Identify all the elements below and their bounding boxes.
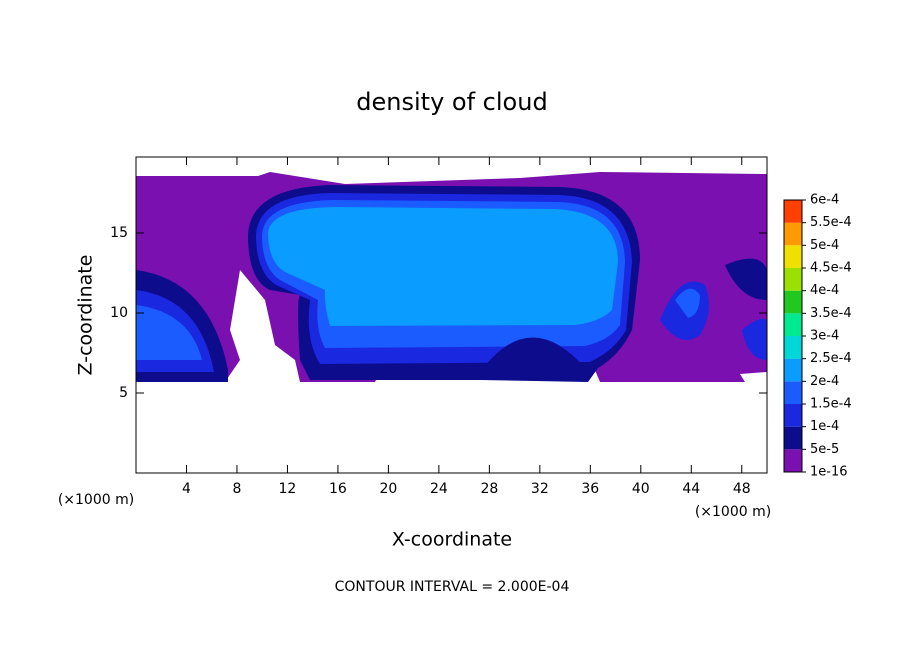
colorbar-bin — [784, 404, 802, 427]
x-tick-label: 12 — [279, 481, 297, 497]
colorbar-bin — [784, 290, 802, 314]
x-tick-label: 8 — [232, 481, 241, 497]
x-tick-label: 48 — [733, 481, 751, 497]
colorbar-label: 5e-4 — [810, 238, 839, 253]
colorbar-label: 1e-16 — [810, 465, 848, 480]
colorbar-label: 3.5e-4 — [810, 306, 852, 321]
colorbar-bin — [784, 426, 802, 450]
x-tick-label: 36 — [581, 481, 599, 497]
colorbar-bin — [784, 200, 802, 223]
y-axis-label: Z-coordinate — [75, 255, 97, 376]
contour-region — [268, 207, 618, 326]
colorbar-label: 4e-4 — [810, 283, 839, 298]
x-tick-label: 44 — [682, 481, 700, 497]
x-unit-label: (×1000 m) — [58, 492, 134, 508]
colorbar-label: 1e-4 — [810, 419, 839, 434]
colorbar-bin — [784, 268, 802, 291]
colorbar-bin — [784, 381, 802, 404]
x-tick-label: 16 — [329, 481, 347, 497]
x-tick-label: 40 — [632, 481, 650, 497]
x-tick-label: 20 — [379, 481, 397, 497]
colorbar-label: 5e-5 — [810, 442, 839, 457]
y-tick-label: 10 — [110, 305, 128, 321]
colorbar-label: 1.5e-4 — [810, 397, 852, 412]
x-tick-label: 4 — [182, 481, 191, 497]
colorbar-bin — [784, 313, 802, 336]
colorbar-bin — [784, 222, 802, 246]
colorbar-label: 3e-4 — [810, 329, 839, 344]
x-unit-label: (×1000 m) — [695, 504, 771, 520]
colorbar-bin — [784, 358, 802, 382]
colorbar-label: 2e-4 — [810, 374, 839, 389]
x-tick-label: 24 — [430, 481, 448, 497]
colorbar-bin — [784, 245, 802, 268]
colorbar-label: 5.5e-4 — [810, 215, 852, 230]
chart-title: density of cloud — [356, 88, 547, 116]
y-tick-label: 15 — [110, 225, 128, 241]
colorbar-label: 6e-4 — [810, 193, 839, 208]
contour-region — [742, 318, 767, 360]
contour-field — [136, 172, 767, 382]
contour-region — [480, 337, 585, 372]
contour-region — [136, 305, 202, 360]
y-tick-label: 5 — [119, 385, 128, 401]
plot-frame — [135, 156, 768, 474]
colorbar-bin — [784, 336, 802, 359]
x-tick-label: 28 — [480, 481, 498, 497]
x-tick-label: 32 — [531, 481, 549, 497]
colorbar-label: 2.5e-4 — [810, 351, 852, 366]
colorbar-bin — [784, 449, 802, 472]
contour-region — [675, 288, 700, 318]
x-axis-label: X-coordinate — [392, 529, 512, 551]
footnote: CONTOUR INTERVAL = 2.000E-04 — [335, 579, 570, 595]
colorbar-label: 4.5e-4 — [810, 261, 852, 276]
contour-region — [725, 258, 767, 300]
